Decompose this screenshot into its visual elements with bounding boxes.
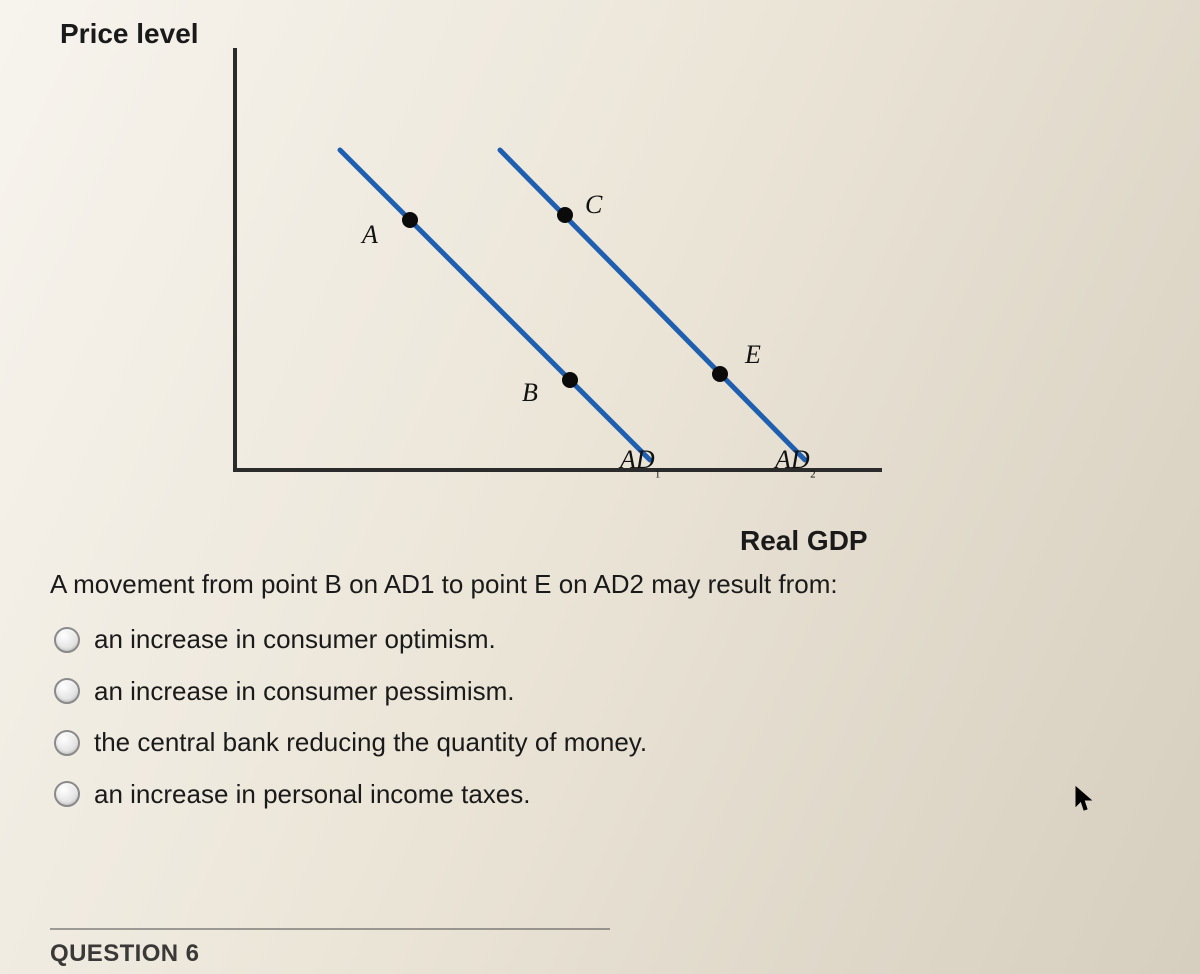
page: Price level A B C E AD₁ AD₂ Real GDP A m…	[0, 0, 1200, 974]
next-question-label: QUESTION 6	[50, 940, 199, 968]
point-label-c: C	[585, 190, 602, 220]
radio-icon[interactable]	[54, 627, 80, 653]
radio-icon[interactable]	[54, 730, 80, 756]
radio-icon[interactable]	[54, 781, 80, 807]
ad-chart: Price level A B C E AD₁ AD₂ Real GDP	[60, 30, 960, 530]
choice-label: an increase in personal income taxes.	[94, 770, 530, 819]
question-block: A movement from point B on AD1 to point …	[50, 560, 1150, 819]
chart-svg	[60, 30, 960, 530]
section-divider	[50, 928, 610, 930]
choice-label: the central bank reducing the quantity o…	[94, 718, 647, 767]
choice-label: an increase in consumer pessimism.	[94, 667, 515, 716]
x-axis-label: Real GDP	[740, 525, 868, 557]
choice-4[interactable]: an increase in personal income taxes.	[54, 770, 1150, 819]
radio-icon[interactable]	[54, 678, 80, 704]
choice-3[interactable]: the central bank reducing the quantity o…	[54, 718, 1150, 767]
curve-label-ad1: AD₁	[620, 445, 661, 479]
point-label-a: A	[362, 220, 378, 250]
cursor-icon	[1075, 786, 1093, 812]
curve-label-ad2: AD₂	[775, 445, 816, 479]
choice-1[interactable]: an increase in consumer optimism.	[54, 615, 1150, 664]
point-label-b: B	[522, 378, 538, 408]
choice-2[interactable]: an increase in consumer pessimism.	[54, 667, 1150, 716]
point-label-e: E	[745, 340, 761, 370]
question-stem: A movement from point B on AD1 to point …	[50, 560, 1150, 609]
choice-label: an increase in consumer optimism.	[94, 615, 496, 664]
